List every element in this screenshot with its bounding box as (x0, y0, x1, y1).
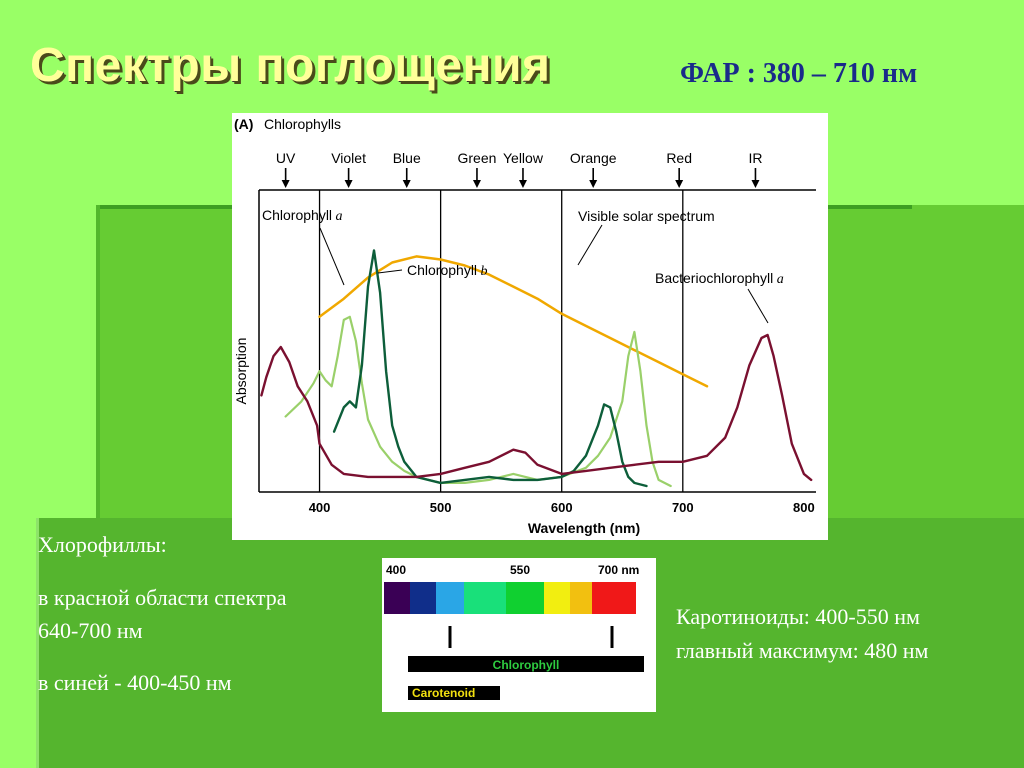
region-arrow-head (589, 180, 598, 188)
region-arrow-head (344, 180, 353, 188)
spectrum-tick-label: 700 nm (598, 563, 639, 577)
pigment-range-label: Chlorophyll (493, 658, 560, 672)
pigment-range-label: Carotenoid (412, 686, 475, 700)
region-arrow-head (675, 180, 684, 188)
pigment-range-bar (408, 686, 500, 700)
absorption-chart-svg: (A) Chlorophylls Absorption Wavelength (… (233, 116, 816, 536)
region-label: Green (457, 150, 496, 166)
series-annotation: Bacteriochlorophyll a (655, 270, 784, 287)
region-label: Red (666, 150, 692, 166)
x-tick-label: 400 (309, 500, 331, 515)
series-line (260, 333, 813, 482)
chart-title: Chlorophylls (264, 116, 341, 132)
series-line (332, 249, 648, 488)
spectrum-color-segment (384, 582, 410, 614)
chlorophyll-red-line: в красной области спектра (38, 585, 287, 610)
region-arrow-head (281, 180, 290, 188)
spectrum-tick-label: 400 (386, 563, 406, 577)
spectrum-color-segment (506, 582, 544, 614)
absorption-chart: (A) Chlorophylls Absorption Wavelength (… (232, 113, 828, 540)
spectrum-color-segment (436, 582, 464, 614)
annotation-leader-line (377, 269, 403, 274)
x-axis-label: Wavelength (nm) (528, 520, 640, 536)
far-range-label: ФАР : 380 – 710 нм (680, 58, 918, 89)
spectrum-color-segment (544, 582, 570, 614)
series-annotation: Chlorophyll a (262, 207, 343, 224)
spectrum-color-segment (592, 582, 636, 614)
pigment-range-bar (408, 656, 644, 672)
region-label: UV (276, 150, 296, 166)
chlorophyll-red-range: 640-700 нм (38, 618, 143, 643)
chlorophyll-heading: Хлорофиллы: (38, 532, 167, 557)
spectrum-strip-svg: 400 550 700 nm Chlorophyll Carotenoid (384, 563, 644, 700)
carotenoid-range-line: Каротиноиды: 400-550 нм (676, 604, 920, 629)
region-arrow-head (402, 180, 411, 188)
x-tick-label: 500 (430, 500, 452, 515)
region-arrow-head (472, 180, 481, 188)
spectrum-color-segment (410, 582, 436, 614)
series-annotation: Chlorophyll b (407, 262, 488, 279)
region-arrow-head (518, 180, 527, 188)
spectrum-color-segment (570, 582, 592, 614)
region-label: IR (748, 150, 762, 166)
x-tick-label: 800 (793, 500, 815, 515)
x-tick-label: 600 (551, 500, 573, 515)
series-annotation: Visible solar spectrum (578, 208, 715, 224)
carotenoid-max-line: главный максимум: 480 нм (676, 638, 929, 663)
background-lower-panel-edge (36, 518, 39, 768)
region-label: Blue (393, 150, 421, 166)
slide-title: Спектры поглощения (30, 39, 551, 92)
chlorophyll-blue-line: в синей - 400-450 нм (38, 670, 232, 695)
spectrum-strip: 400 550 700 nm Chlorophyll Carotenoid (382, 558, 656, 712)
y-axis-label: Absorption (233, 338, 249, 405)
x-tick-label: 700 (672, 500, 694, 515)
region-arrow-head (751, 180, 760, 188)
background-panel-edge (96, 205, 100, 768)
annotation-leader-line (319, 227, 345, 286)
series-line (284, 315, 672, 488)
region-label: Orange (570, 150, 617, 166)
series-line (318, 255, 709, 388)
region-label: Yellow (503, 150, 544, 166)
region-label: Violet (331, 150, 366, 166)
annotation-leader-line (577, 224, 603, 266)
annotation-leader-line (747, 288, 769, 324)
panel-label: (A) (234, 116, 253, 132)
spectrum-tick-label: 550 (510, 563, 530, 577)
spectrum-color-segment (464, 582, 506, 614)
